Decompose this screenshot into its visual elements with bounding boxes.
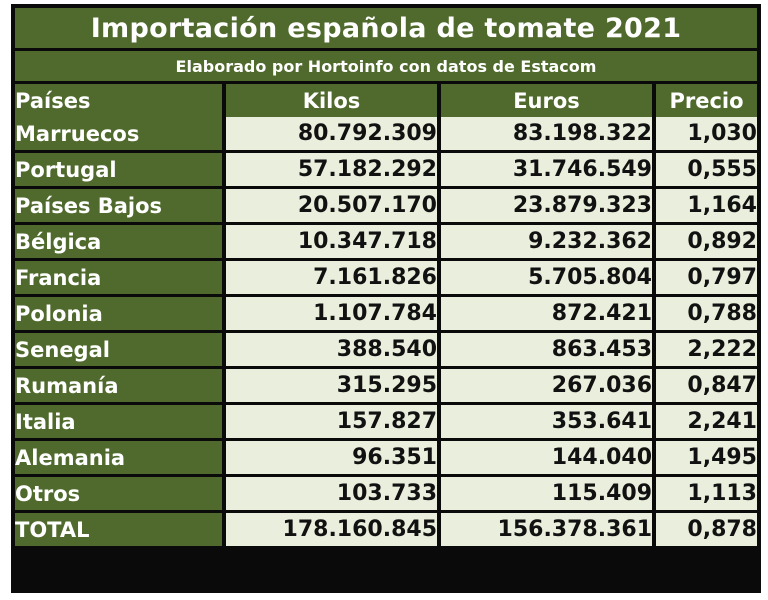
table-row: Francia 7.161.826 5.705.804 0,797 [15,261,757,297]
total-label: TOTAL [15,513,226,546]
header-row: Países Kilos Euros Precio [15,84,757,117]
row-country: Otros [15,477,226,513]
total-kilos: 178.160.845 [226,513,441,546]
row-kilos: 80.792.309 [226,117,441,153]
header-euros: Euros [441,84,656,117]
table-row: Países Bajos 20.507.170 23.879.323 1,164 [15,189,757,225]
row-kilos: 157.827 [226,405,441,441]
table-title: Importación española de tomate 2021 [15,8,757,48]
row-euros: 267.036 [441,369,656,405]
row-euros: 115.409 [441,477,656,513]
row-country: Italia [15,405,226,441]
row-precio: 0,788 [656,297,757,333]
row-kilos: 20.507.170 [226,189,441,225]
table-frame: Importación española de tomate 2021 Elab… [11,4,761,593]
row-euros: 144.040 [441,441,656,477]
table-row: Rumanía 315.295 267.036 0,847 [15,369,757,405]
table-row: Portugal 57.182.292 31.746.549 0,555 [15,153,757,189]
row-country: Alemania [15,441,226,477]
total-euros: 156.378.361 [441,513,656,546]
row-euros: 353.641 [441,405,656,441]
row-euros: 5.705.804 [441,261,656,297]
row-precio: 2,222 [656,333,757,369]
row-euros: 872.421 [441,297,656,333]
import-table: Países Kilos Euros Precio Marruecos 80.7… [15,84,757,546]
table-row: Bélgica 10.347.718 9.232.362 0,892 [15,225,757,261]
row-precio: 1,164 [656,189,757,225]
table-row: Otros 103.733 115.409 1,113 [15,477,757,513]
row-kilos: 315.295 [226,369,441,405]
total-precio: 0,878 [656,513,757,546]
row-country: Francia [15,261,226,297]
row-euros: 863.453 [441,333,656,369]
table-subtitle: Elaborado por Hortoinfo con datos de Est… [15,51,757,81]
row-precio: 1,113 [656,477,757,513]
row-precio: 0,892 [656,225,757,261]
row-kilos: 10.347.718 [226,225,441,261]
row-euros: 9.232.362 [441,225,656,261]
row-precio: 2,241 [656,405,757,441]
table-row: Marruecos 80.792.309 83.198.322 1,030 [15,117,757,153]
row-country: Países Bajos [15,189,226,225]
row-kilos: 7.161.826 [226,261,441,297]
row-kilos: 103.733 [226,477,441,513]
total-row: TOTAL 178.160.845 156.378.361 0,878 [15,513,757,546]
row-country: Senegal [15,333,226,369]
row-kilos: 57.182.292 [226,153,441,189]
header-precio: Precio [656,84,757,117]
row-precio: 1,495 [656,441,757,477]
table-row: Senegal 388.540 863.453 2,222 [15,333,757,369]
row-kilos: 388.540 [226,333,441,369]
row-precio: 0,555 [656,153,757,189]
table-row: Alemania 96.351 144.040 1,495 [15,441,757,477]
table-row: Italia 157.827 353.641 2,241 [15,405,757,441]
row-country: Polonia [15,297,226,333]
row-euros: 31.746.549 [441,153,656,189]
row-precio: 1,030 [656,117,757,153]
row-kilos: 96.351 [226,441,441,477]
row-country: Rumanía [15,369,226,405]
row-precio: 0,847 [656,369,757,405]
header-paises: Países [15,84,226,117]
row-euros: 83.198.322 [441,117,656,153]
row-country: Marruecos [15,117,226,153]
table-row: Polonia 1.107.784 872.421 0,788 [15,297,757,333]
header-kilos: Kilos [226,84,441,117]
row-country: Bélgica [15,225,226,261]
row-country: Portugal [15,153,226,189]
row-euros: 23.879.323 [441,189,656,225]
row-precio: 0,797 [656,261,757,297]
row-kilos: 1.107.784 [226,297,441,333]
